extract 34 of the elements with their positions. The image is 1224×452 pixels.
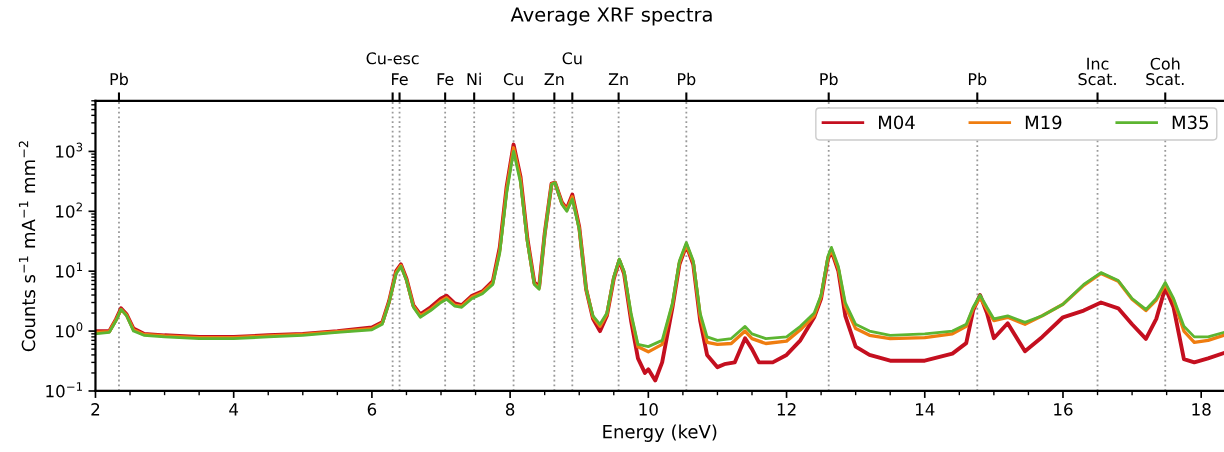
ref-line-label: Cu <box>503 73 523 86</box>
x-tick-label: 4 <box>229 403 239 416</box>
legend-label: M04 <box>879 115 915 130</box>
legend-label: M35 <box>1172 115 1208 130</box>
ref-line-label: Fe <box>437 73 454 86</box>
ref-line-label: Pb <box>968 72 987 86</box>
ref-line-label: Cu <box>562 52 582 65</box>
x-tick-label: 14 <box>915 403 935 416</box>
ref-line-label: Pb <box>678 72 696 86</box>
y-tick-label: 10$^{1}$ <box>56 262 83 278</box>
x-tick-label: 2 <box>91 403 100 416</box>
y-tick-label: 10$^{0}$ <box>56 322 83 338</box>
ref-line-label: Zn <box>608 73 628 85</box>
y-tick-label: 10$^{−1}$ <box>46 382 82 398</box>
ref-line-label: Fe <box>392 73 408 86</box>
ref-line-label: Coh Scat. <box>1146 57 1184 86</box>
y-tick-label: 10$^{2}$ <box>56 202 82 218</box>
ref-line-label: Zn <box>544 73 564 85</box>
y-axis-title: Counts s$^{−1}$ mA$^{−1}$ mm$^{−2}$ <box>18 141 36 352</box>
ref-line-label: Ni <box>467 72 481 85</box>
ref-line-label: Pb <box>110 72 128 86</box>
x-tick-label: 8 <box>505 403 515 416</box>
x-tick-label: 12 <box>777 403 796 416</box>
chart-title: Average XRF spectra <box>510 7 712 26</box>
legend-label: M19 <box>1025 115 1062 130</box>
x-tick-label: 6 <box>367 403 377 416</box>
ref-line-label: Cu-esc <box>366 52 419 65</box>
x-tick-label: 10 <box>639 403 658 416</box>
x-axis-title: Energy (keV) <box>603 424 717 442</box>
ref-line-label: Pb <box>820 72 838 86</box>
x-tick-label: 16 <box>1054 403 1073 416</box>
x-tick-label: 18 <box>1192 403 1211 416</box>
ref-line-label: Inc Scat. <box>1078 57 1116 86</box>
y-tick-label: 10$^{3}$ <box>56 142 83 158</box>
